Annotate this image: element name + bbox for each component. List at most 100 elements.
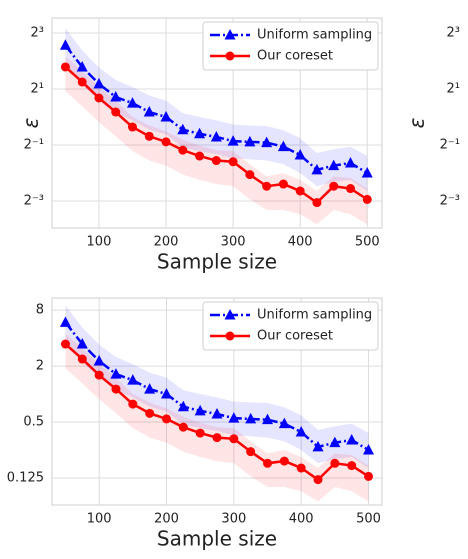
marker [329,181,339,191]
marker [195,151,205,161]
y-axis-label: ε [405,117,429,128]
x-axis-label: Sample size [157,527,277,551]
marker [160,110,172,122]
marker [311,163,323,175]
marker [110,368,122,379]
marker [60,62,70,72]
marker [330,458,340,468]
marker [144,383,156,394]
y-tick-label: 2⁻³ [24,193,44,208]
marker [363,444,375,455]
legend-marker [225,51,235,61]
legend-label: Our coreset [257,49,333,64]
y-tick-label: 2 [36,359,44,374]
marker [227,135,239,146]
marker [229,434,239,444]
marker [60,339,70,349]
marker [59,316,71,327]
marker [362,194,372,204]
marker [313,475,323,485]
y-tick-label: 2⁻³ [440,193,460,208]
legend-label: Uniform sampling [257,28,372,43]
y-axis-label: ε [19,117,43,128]
marker [127,374,139,385]
y-tick-label: 0.125 [7,470,44,485]
legend-marker [225,331,235,341]
marker [278,179,288,189]
marker [144,131,154,141]
marker [364,471,374,481]
marker [346,434,358,445]
marker [93,354,105,366]
marker [194,404,206,416]
legend-marker [224,29,236,40]
marker [278,417,290,429]
marker [277,140,289,152]
marker [312,198,322,208]
x-tick-label: 100 [87,512,112,527]
legend-marker [224,309,236,320]
y-tick-label: 2⁻¹ [24,137,44,152]
marker [263,458,273,468]
x-tick-label: 500 [355,235,380,250]
marker [245,412,257,424]
y-tick-label: 8 [36,303,44,318]
y-tick-label: 0.5 [23,415,44,430]
marker [177,400,189,412]
marker [261,136,273,148]
marker [245,170,255,180]
marker [328,159,340,171]
marker [262,181,272,191]
marker [77,77,87,87]
marker [228,412,240,423]
marker [344,157,356,168]
marker [111,384,121,394]
marker [246,447,256,457]
marker [178,145,188,155]
y-tick-label: 2¹ [31,81,44,96]
marker [345,184,355,194]
marker [279,456,289,466]
marker [178,422,188,432]
x-axis-label: Sample size [157,250,277,274]
y-tick-label: 2³ [447,26,460,41]
x-tick-label: 200 [154,235,179,250]
marker [296,463,306,473]
marker [262,413,274,425]
x-tick-label: 400 [289,512,314,527]
marker [211,156,221,166]
marker [312,440,324,452]
marker [93,77,105,89]
marker [177,123,189,135]
x-tick-label: 500 [356,512,381,527]
marker [110,91,122,102]
marker [160,388,172,399]
marker [59,39,71,50]
marker [143,106,155,117]
x-tick-label: 100 [87,235,112,250]
marker [361,166,373,178]
confidence-band [65,333,369,502]
marker [76,60,88,72]
marker [161,414,171,424]
legend-label: Our coreset [257,329,333,344]
marker [347,461,357,471]
marker [244,135,256,147]
marker [194,127,206,139]
x-tick-label: 300 [221,235,246,250]
confidence-band [65,56,368,225]
x-tick-label: 200 [154,512,179,527]
marker [76,338,88,349]
y-tick-label: 2³ [31,26,44,41]
marker [111,107,121,117]
marker [228,157,238,167]
marker [145,408,155,418]
marker [295,186,305,196]
marker [127,122,137,132]
marker [212,433,222,443]
marker [329,436,341,448]
marker [294,149,306,160]
legend-label: Uniform sampling [257,308,372,323]
y-tick-label: 2¹ [447,81,460,96]
